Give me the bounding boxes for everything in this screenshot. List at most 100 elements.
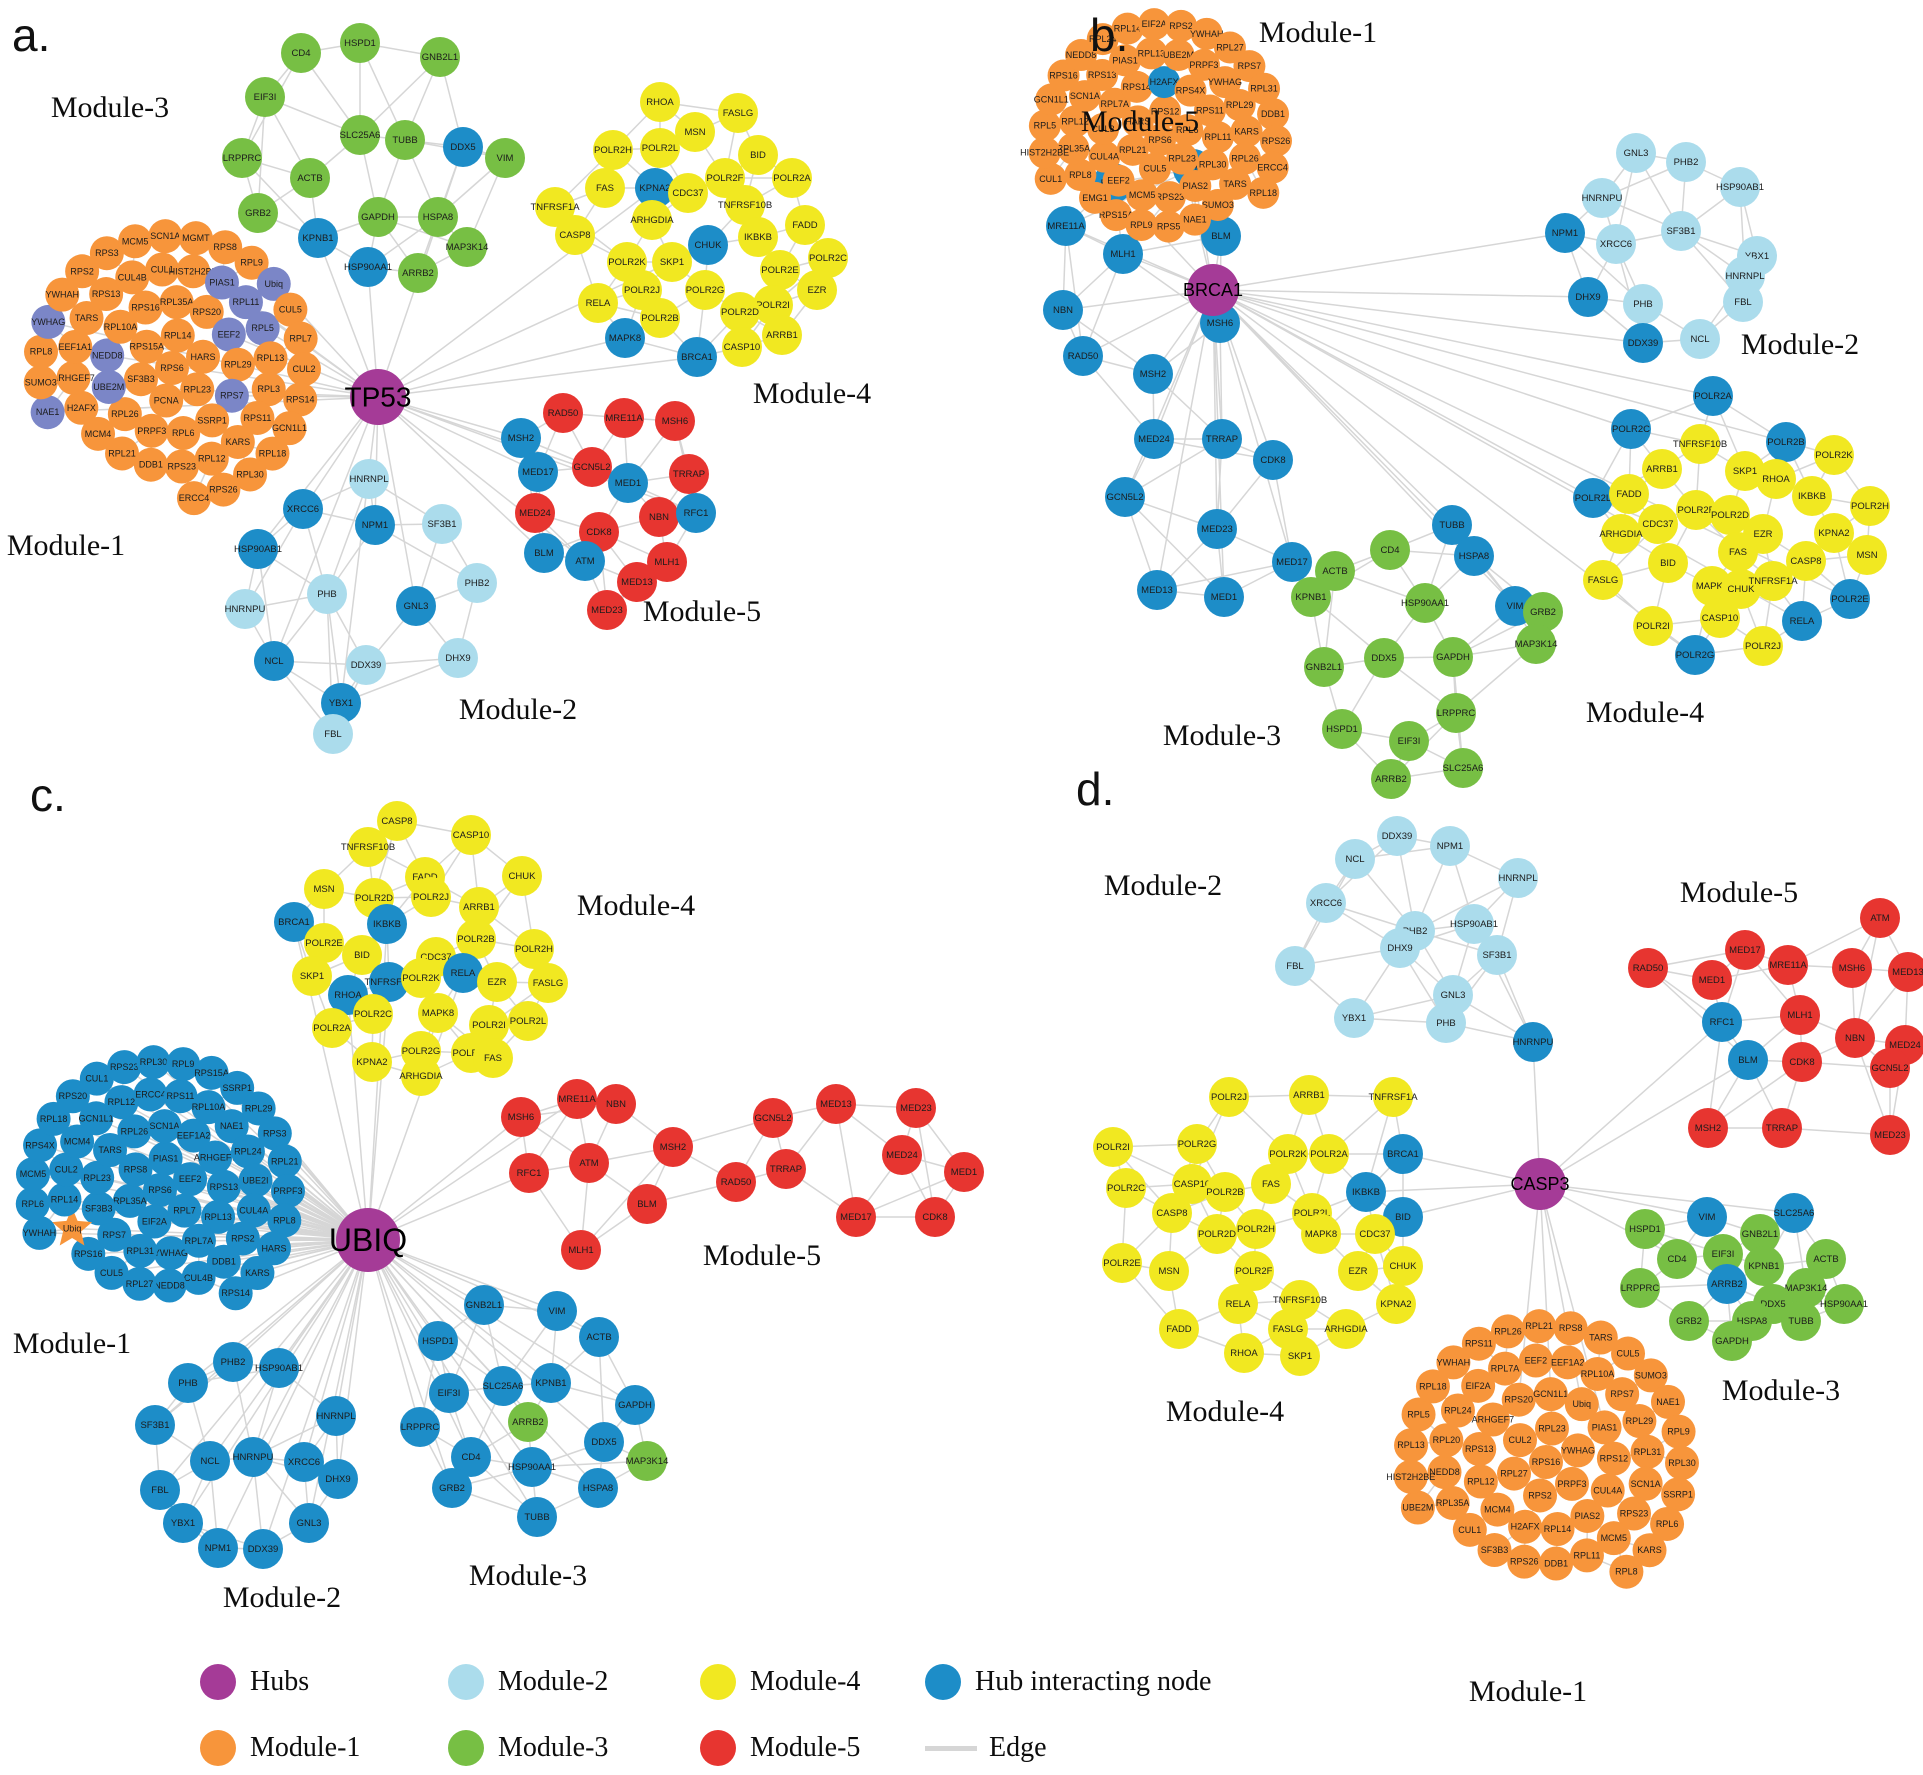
node-POLR2A[interactable]: POLR2A bbox=[312, 1008, 352, 1048]
node-KPNA2[interactable]: KPNA2 bbox=[1814, 513, 1854, 553]
node-RPL11[interactable]: RPL11 bbox=[1569, 1538, 1604, 1573]
node-POLR2J[interactable]: POLR2J bbox=[1209, 1077, 1249, 1117]
node-CUL2[interactable]: CUL2 bbox=[1502, 1423, 1537, 1458]
node-CUL4A[interactable]: CUL4A bbox=[1088, 140, 1121, 173]
node-RPL8[interactable]: RPL8 bbox=[24, 334, 59, 369]
node-POLR2B[interactable]: POLR2B bbox=[1766, 422, 1806, 462]
node-RPL30[interactable]: RPL30 bbox=[1196, 148, 1229, 181]
node-RPL29[interactable]: RPL29 bbox=[1622, 1404, 1657, 1439]
node-POLR2E[interactable]: POLR2E bbox=[304, 923, 344, 963]
node-RELA[interactable]: RELA bbox=[1218, 1284, 1258, 1324]
node-MLH1[interactable]: MLH1 bbox=[1103, 234, 1143, 274]
node-IKBKB[interactable]: IKBKB bbox=[738, 217, 778, 257]
node-CUL2[interactable]: CUL2 bbox=[286, 351, 321, 386]
node-FBL[interactable]: FBL bbox=[1723, 282, 1763, 322]
node-POLR2C[interactable]: POLR2C bbox=[1611, 409, 1651, 449]
node-RPS23[interactable]: RPS23 bbox=[164, 449, 199, 484]
node-MCM5[interactable]: MCM5 bbox=[1596, 1521, 1631, 1556]
node-TRRAP[interactable]: TRRAP bbox=[1762, 1108, 1802, 1148]
node-RPL35A[interactable]: RPL35A bbox=[112, 1183, 147, 1218]
node-ARHGEF7[interactable]: ARHGEF7 bbox=[1472, 1402, 1515, 1437]
node-EEF2[interactable]: EEF2 bbox=[1518, 1343, 1553, 1378]
node-SKP1[interactable]: SKP1 bbox=[652, 242, 692, 282]
node-GAPDH[interactable]: GAPDH bbox=[358, 197, 398, 237]
node-SF3B1[interactable]: SF3B1 bbox=[422, 504, 462, 544]
node-RPL7A[interactable]: RPL7A bbox=[1098, 87, 1131, 120]
node-HSP90AA1[interactable]: HSP90AA1 bbox=[1401, 583, 1449, 623]
node-NCL[interactable]: NCL bbox=[254, 641, 294, 681]
node-RPL27[interactable]: RPL27 bbox=[1497, 1456, 1532, 1491]
node-CD4[interactable]: CD4 bbox=[451, 1437, 491, 1477]
node-RELA[interactable]: RELA bbox=[578, 283, 618, 323]
node-HSPD1[interactable]: HSPD1 bbox=[1322, 709, 1362, 749]
node-YWHAH[interactable]: YWHAH bbox=[45, 277, 80, 312]
node-DDX39[interactable]: DDX39 bbox=[243, 1529, 283, 1569]
node-MCM5[interactable]: MCM5 bbox=[1126, 179, 1159, 212]
node-RPL10A[interactable]: RPL10A bbox=[103, 309, 138, 344]
node-RPL18[interactable]: RPL18 bbox=[36, 1101, 71, 1136]
node-VIM[interactable]: VIM bbox=[1687, 1197, 1727, 1237]
node-MCM5[interactable]: MCM5 bbox=[118, 224, 153, 259]
node-RPL30[interactable]: RPL30 bbox=[136, 1045, 171, 1080]
node-SCN1A[interactable]: SCN1A bbox=[147, 1109, 182, 1144]
node-DDB1[interactable]: DDB1 bbox=[206, 1244, 241, 1279]
node-MLH1[interactable]: MLH1 bbox=[561, 1230, 601, 1270]
node-POLR2H[interactable]: POLR2H bbox=[1850, 486, 1890, 526]
node-Ubiq[interactable]: Ubiq bbox=[256, 266, 291, 301]
node-DDB1[interactable]: DDB1 bbox=[1539, 1546, 1574, 1581]
node-RPL6[interactable]: RPL6 bbox=[15, 1186, 50, 1221]
node-KPNA2[interactable]: KPNA2 bbox=[635, 168, 675, 208]
node-PHB2[interactable]: PHB2 bbox=[457, 563, 497, 603]
node-MED17[interactable]: MED17 bbox=[518, 452, 558, 492]
node-YWHAG[interactable]: YWHAG bbox=[154, 1236, 188, 1271]
node-RPL35A[interactable]: RPL35A bbox=[1435, 1485, 1470, 1520]
node-GNB2L1[interactable]: GNB2L1 bbox=[1740, 1214, 1780, 1254]
node-RPL13[interactable]: RPL13 bbox=[1135, 37, 1168, 70]
node-RELA[interactable]: RELA bbox=[443, 953, 483, 993]
node-ACTB[interactable]: ACTB bbox=[1806, 1239, 1846, 1279]
node-POLR2I[interactable]: POLR2I bbox=[753, 285, 793, 325]
node-RPL12[interactable]: RPL12 bbox=[104, 1085, 139, 1120]
node-ATM[interactable]: ATM bbox=[569, 1143, 609, 1183]
node-RPL21[interactable]: RPL21 bbox=[105, 436, 140, 471]
node-CDK8[interactable]: CDK8 bbox=[1253, 440, 1293, 480]
node-RPS15A[interactable]: RPS15A bbox=[194, 1055, 229, 1090]
node-POLR2B[interactable]: POLR2B bbox=[1205, 1172, 1245, 1212]
node-ARRB1[interactable]: ARRB1 bbox=[762, 315, 802, 355]
hub-node-UBIQ[interactable]: UBIQ bbox=[329, 1208, 407, 1272]
node-CUL1[interactable]: CUL1 bbox=[1452, 1512, 1487, 1547]
node-MED17[interactable]: MED17 bbox=[836, 1197, 876, 1237]
node-DDX5[interactable]: DDX5 bbox=[443, 127, 483, 167]
node-POLR2H[interactable]: POLR2H bbox=[514, 929, 554, 969]
node-EEF1A1[interactable]: EEF1A1 bbox=[58, 329, 93, 364]
node-NEDD8[interactable]: NEDD8 bbox=[152, 1268, 187, 1303]
node-POLR2D[interactable]: POLR2D bbox=[1710, 495, 1750, 535]
node-RPL23[interactable]: RPL23 bbox=[1534, 1411, 1569, 1446]
node-TARS[interactable]: TARS bbox=[93, 1133, 128, 1168]
node-RPL9[interactable]: RPL9 bbox=[234, 245, 269, 280]
node-Ubiq[interactable]: Ubiq bbox=[52, 1207, 93, 1246]
node-RPL9[interactable]: RPL9 bbox=[1661, 1414, 1696, 1449]
node-EEF1A2[interactable]: EEF1A2 bbox=[1550, 1345, 1585, 1380]
node-RPL24[interactable]: RPL24 bbox=[1086, 23, 1119, 56]
node-ARHGEF7[interactable]: ARHGEF7 bbox=[194, 1140, 237, 1175]
node-CUL5[interactable]: CUL5 bbox=[1138, 152, 1171, 185]
node-MGMT[interactable]: MGMT bbox=[178, 221, 213, 256]
node-VIM[interactable]: VIM bbox=[537, 1291, 577, 1331]
node-NEDD8[interactable]: NEDD8 bbox=[90, 338, 125, 373]
node-SCN1A[interactable]: SCN1A bbox=[148, 219, 183, 254]
node-HIST2H2BE[interactable]: HIST2H2BE bbox=[169, 254, 218, 289]
node-RPS15A[interactable]: RPS15A bbox=[1099, 199, 1134, 232]
node-CUL4A[interactable]: CUL4A bbox=[1590, 1473, 1625, 1508]
node-RPL12[interactable]: RPL12 bbox=[1059, 105, 1092, 138]
node-MSN[interactable]: MSN bbox=[1847, 535, 1887, 575]
node-RPS11[interactable]: RPS11 bbox=[240, 400, 275, 435]
node-FAS[interactable]: FAS bbox=[585, 168, 625, 208]
node-GRB2[interactable]: GRB2 bbox=[432, 1468, 472, 1508]
node-YBX1[interactable]: YBX1 bbox=[321, 683, 361, 723]
node-POLR2I[interactable]: POLR2I bbox=[1093, 1127, 1133, 1167]
node-POLR2E[interactable]: POLR2E bbox=[1830, 579, 1870, 619]
node-CDC37[interactable]: CDC37 bbox=[1355, 1214, 1395, 1254]
node-POLR2G[interactable]: POLR2G bbox=[1675, 635, 1715, 675]
node-RPL5[interactable]: RPL5 bbox=[1401, 1397, 1436, 1432]
